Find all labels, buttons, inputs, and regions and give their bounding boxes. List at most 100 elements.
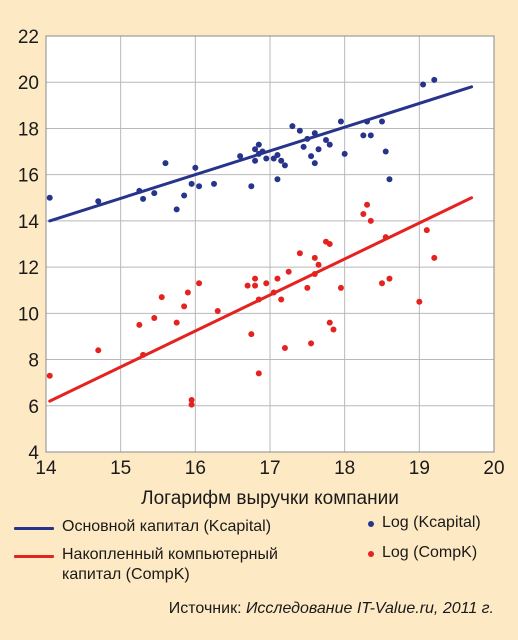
kcapital-point bbox=[162, 160, 169, 167]
legend-blue-line-label: Основной капитал (Kcapital) bbox=[62, 518, 272, 535]
compk-point bbox=[285, 268, 292, 275]
compk-point bbox=[184, 289, 191, 296]
kcapital-point bbox=[420, 81, 427, 88]
legend-red-dot-label: Log (CompK) bbox=[382, 544, 478, 561]
x-tick-labels: 14 15 16 17 18 19 20 bbox=[35, 458, 504, 479]
kcapital-point bbox=[367, 132, 374, 139]
compk-point bbox=[188, 401, 195, 408]
kcapital-point bbox=[173, 206, 180, 213]
y-tick-label: 8 bbox=[28, 351, 39, 372]
kcapital-point bbox=[46, 194, 53, 201]
kcapital-point bbox=[304, 135, 311, 142]
compk-point bbox=[308, 340, 315, 347]
source-prefix: Источник: bbox=[168, 600, 246, 617]
y-tick-label: 18 bbox=[18, 119, 39, 140]
kcapital-point bbox=[181, 192, 188, 199]
compk-point bbox=[158, 294, 165, 301]
kcapital-point bbox=[382, 148, 389, 155]
y-tick-label: 16 bbox=[18, 166, 39, 187]
y-tick-label: 6 bbox=[28, 397, 39, 418]
x-tick-label: 19 bbox=[409, 458, 430, 479]
y-tick-label: 22 bbox=[18, 27, 39, 48]
kcapital-point bbox=[337, 118, 344, 125]
kcapital-point bbox=[274, 152, 281, 159]
kcapital-point bbox=[379, 118, 385, 125]
kcapital-point bbox=[311, 160, 318, 167]
kcapital-point bbox=[237, 153, 244, 160]
legend-red-line-label-2: капитал (CompK) bbox=[62, 566, 190, 583]
legend-blue-dot-label: Log (Kcapital) bbox=[382, 514, 481, 531]
compk-point bbox=[140, 351, 147, 358]
compk-point bbox=[248, 331, 255, 338]
kcapital-point bbox=[151, 190, 158, 197]
compk-point bbox=[311, 271, 318, 278]
compk-point bbox=[151, 314, 158, 321]
source-note: Источник: Исследование IT-Value.ru, 2011… bbox=[0, 600, 494, 618]
compk-point bbox=[326, 241, 333, 247]
compk-point bbox=[326, 319, 333, 326]
compk-point bbox=[431, 254, 438, 261]
legend-red-dot-swatch bbox=[368, 551, 374, 557]
compk-point bbox=[255, 370, 262, 377]
legend-red-line-swatch bbox=[14, 555, 54, 558]
kcapital-point bbox=[196, 183, 203, 190]
plot-frame bbox=[45, 35, 495, 453]
compk-point bbox=[181, 303, 188, 310]
kcapital-point bbox=[281, 162, 288, 169]
kcapital-point bbox=[311, 130, 318, 137]
legend-blue-line-swatch bbox=[14, 527, 54, 530]
kcapital-point bbox=[255, 141, 262, 148]
plot-border bbox=[45, 35, 495, 453]
kcapital-point bbox=[341, 150, 348, 157]
compk-point bbox=[337, 284, 344, 291]
compk-point bbox=[304, 284, 311, 291]
compk-point bbox=[281, 345, 288, 351]
x-tick-label: 14 bbox=[35, 458, 57, 479]
compk-point bbox=[255, 296, 262, 303]
x-tick-label: 17 bbox=[259, 458, 280, 479]
kcapital-point bbox=[296, 127, 303, 134]
compk-point bbox=[188, 397, 195, 403]
compk-point bbox=[136, 321, 143, 328]
compk-point bbox=[173, 319, 180, 326]
compk-point bbox=[330, 326, 337, 333]
y-tick-label: 14 bbox=[18, 212, 40, 233]
compk-point bbox=[252, 282, 259, 289]
compk-point bbox=[364, 201, 371, 208]
compk-point bbox=[386, 275, 393, 282]
legend-red-line-label-1: Накопленный компьютерный bbox=[62, 546, 278, 563]
compk-point bbox=[379, 280, 385, 287]
compk-point bbox=[296, 250, 303, 257]
compk-point bbox=[214, 308, 221, 315]
y-tick-labels: 4 6 8 10 12 14 16 18 20 22 bbox=[18, 27, 40, 464]
compk-point bbox=[95, 347, 102, 354]
source-text: Исследование IT-Value.ru, 2011 г. bbox=[245, 600, 494, 617]
compk-point bbox=[311, 254, 318, 261]
compk-point bbox=[382, 234, 389, 241]
kcapital-point bbox=[289, 123, 296, 130]
kcapital-point bbox=[278, 157, 285, 164]
compk-point bbox=[270, 289, 277, 296]
kcapital-point bbox=[252, 146, 259, 153]
compk-point bbox=[252, 275, 259, 282]
kcapital-point bbox=[140, 195, 147, 202]
kcapital-point bbox=[192, 164, 199, 171]
kcapital-point bbox=[315, 146, 322, 153]
kcapital-point bbox=[211, 180, 217, 187]
kcapital-point bbox=[263, 155, 270, 162]
kcapital-point bbox=[95, 198, 102, 205]
compk-point bbox=[46, 372, 53, 379]
compk-point bbox=[367, 217, 374, 224]
kcapital-point bbox=[300, 143, 307, 150]
x-tick-label: 20 bbox=[483, 458, 504, 479]
kcapital-point bbox=[326, 141, 333, 148]
y-tick-label: 10 bbox=[18, 304, 39, 325]
kcapital-point bbox=[386, 176, 393, 183]
legend-blue-dot-swatch bbox=[368, 521, 374, 527]
y-tick-label: 20 bbox=[18, 73, 39, 94]
kcapital-point bbox=[431, 76, 438, 83]
x-tick-label: 16 bbox=[185, 458, 206, 479]
compk-point bbox=[196, 280, 203, 287]
x-tick-label: 18 bbox=[334, 458, 355, 479]
